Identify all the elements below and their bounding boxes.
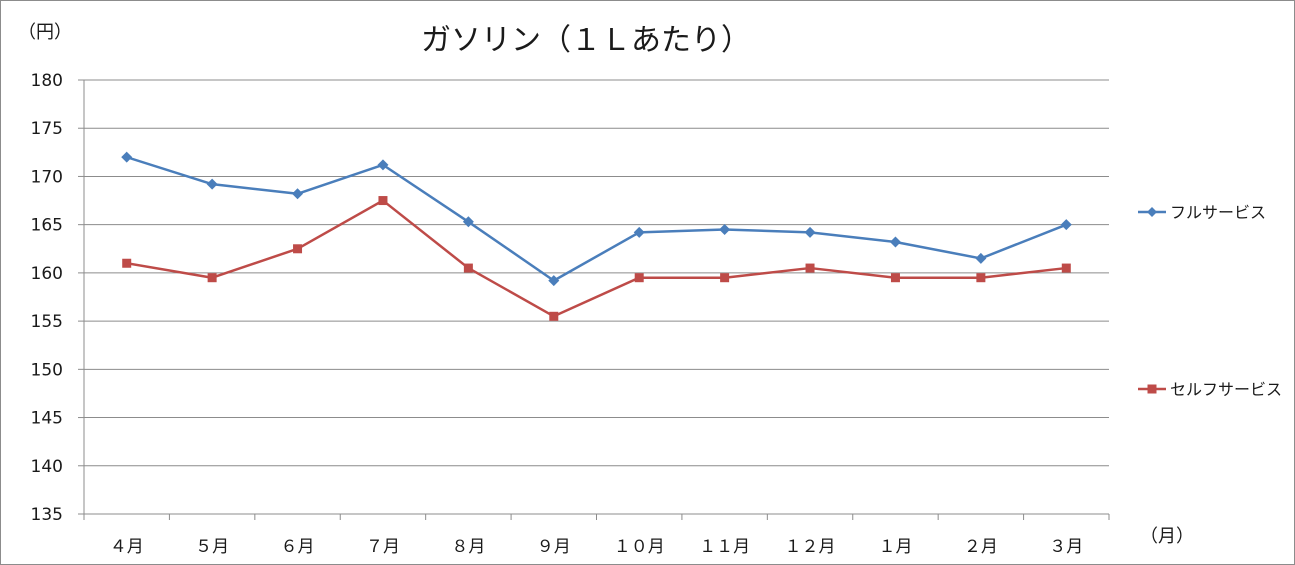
x-tick-label: １月 xyxy=(878,537,912,557)
data-point xyxy=(804,226,816,238)
y-tick-label: 140 xyxy=(31,457,63,477)
gridlines xyxy=(78,79,1109,515)
data-point xyxy=(719,223,731,235)
data-point xyxy=(122,258,132,268)
y-tick-label: 160 xyxy=(31,264,63,284)
series-line-2 xyxy=(126,199,1067,318)
data-point xyxy=(377,159,389,171)
x-tick-label: ３月 xyxy=(1049,537,1083,557)
data-point xyxy=(292,188,304,200)
x-tick-label: ４月 xyxy=(110,537,144,557)
x-tick-label: １２月 xyxy=(785,537,836,557)
y-tick-label: 175 xyxy=(31,119,63,139)
data-point xyxy=(121,151,133,163)
x-tick-label: ８月 xyxy=(451,537,485,557)
series-line-1 xyxy=(126,155,1067,282)
data-point xyxy=(1060,219,1072,231)
data-point xyxy=(207,273,217,283)
data-point xyxy=(1061,263,1071,273)
legend-marker xyxy=(1147,384,1157,394)
legend-label: セルフサービス xyxy=(1170,380,1282,399)
data-point xyxy=(805,263,815,273)
data-point xyxy=(975,252,987,264)
data-point xyxy=(549,311,559,321)
y-axis-unit: （円） xyxy=(18,22,72,43)
data-point xyxy=(890,273,900,283)
x-tick-label: １１月 xyxy=(699,537,750,557)
data-point xyxy=(462,216,474,228)
y-tick-label: 150 xyxy=(31,360,63,380)
y-tick-label: 145 xyxy=(31,409,63,429)
series-group xyxy=(121,151,1072,321)
x-tick-label: ６月 xyxy=(281,537,315,557)
x-tick-label: ２月 xyxy=(964,537,998,557)
data-point xyxy=(206,178,218,190)
x-axis: ４月 ５月 ６月 ７月 ８月 ９月 １０月 １１月 １２月 １月 ２月 ３月 xyxy=(83,80,1110,557)
x-tick-label: ９月 xyxy=(537,537,571,557)
legend-label: フルサービス xyxy=(1170,203,1266,222)
legend-marker xyxy=(1147,207,1157,217)
data-point xyxy=(378,196,388,206)
x-axis-unit: （月） xyxy=(1140,526,1194,547)
data-point xyxy=(463,263,473,273)
data-point xyxy=(633,226,645,238)
y-axis-ticks: 180 175 170 165 160 155 150 145 140 135 xyxy=(31,71,63,525)
y-tick-label: 165 xyxy=(31,216,63,236)
x-tick-label: ７月 xyxy=(366,537,400,557)
data-point xyxy=(548,275,560,287)
data-point xyxy=(720,273,730,283)
x-tick-label: ５月 xyxy=(195,537,229,557)
x-tick-label: １０月 xyxy=(614,537,665,557)
data-point xyxy=(634,273,644,283)
data-point xyxy=(889,236,901,248)
data-point xyxy=(976,273,986,283)
y-tick-label: 155 xyxy=(31,312,63,332)
y-tick-label: 135 xyxy=(31,505,63,525)
y-tick-label: 180 xyxy=(31,71,63,91)
data-point xyxy=(293,244,303,254)
y-tick-label: 170 xyxy=(31,167,63,187)
chart-title: ガソリン（１Ｌあたり） xyxy=(421,23,751,58)
